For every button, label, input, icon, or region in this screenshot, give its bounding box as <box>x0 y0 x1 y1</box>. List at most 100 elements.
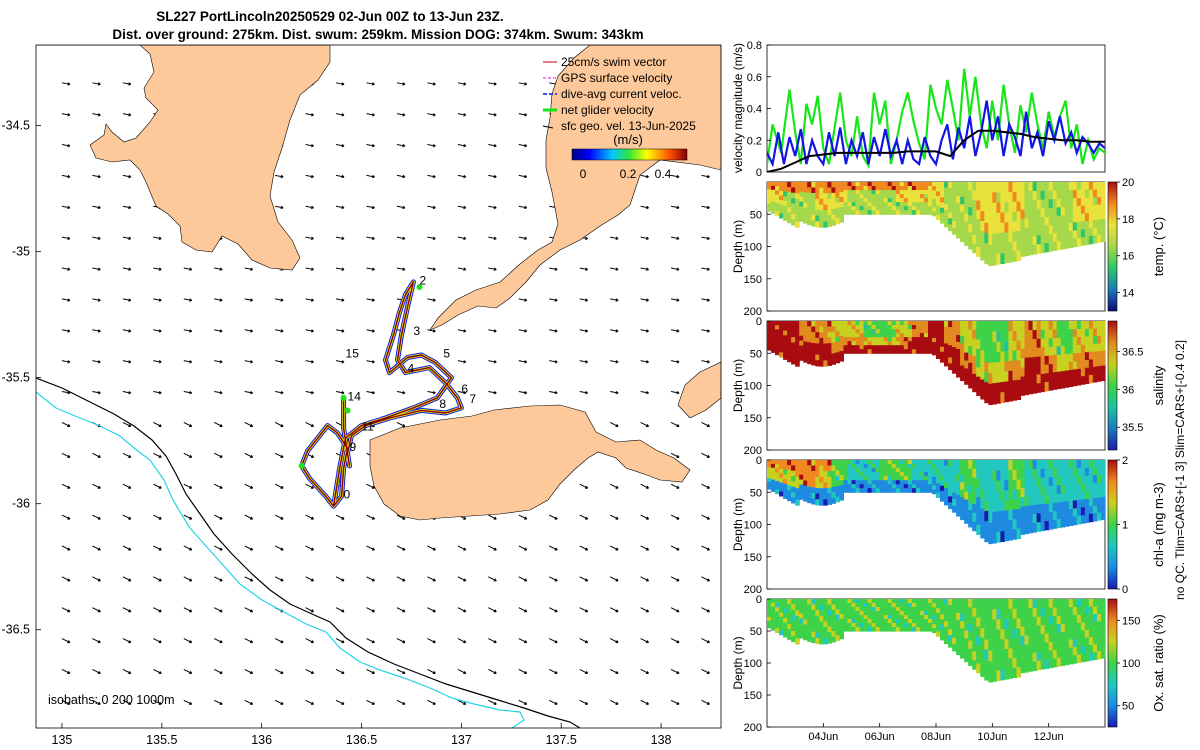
section-cell <box>879 615 885 620</box>
section-cell <box>779 603 784 609</box>
section-cell <box>871 603 877 608</box>
section-cell <box>980 637 985 648</box>
current-vector <box>427 82 436 86</box>
section-cell <box>815 187 820 194</box>
section-cell <box>976 321 981 331</box>
current-vector <box>274 421 284 428</box>
section-cell <box>988 512 993 524</box>
section-cell <box>795 182 800 189</box>
section-cell <box>944 182 949 189</box>
section-cell <box>1024 218 1030 229</box>
section-cell <box>863 198 869 203</box>
section-cell <box>779 348 784 354</box>
section-cell <box>1028 599 1034 609</box>
section-cell <box>915 186 921 191</box>
section-cell <box>923 198 929 203</box>
current-vector <box>92 82 101 86</box>
section-cell <box>791 620 796 627</box>
section-cell <box>1064 517 1070 527</box>
section-cell <box>1076 499 1082 509</box>
current-vector <box>244 483 254 489</box>
section-cell <box>811 343 816 350</box>
section-cell <box>775 325 780 330</box>
section-cell <box>1008 509 1013 521</box>
section-cell <box>1060 371 1066 381</box>
current-vector <box>183 699 193 705</box>
section-cell <box>807 192 812 199</box>
section-cell <box>787 634 792 640</box>
section-cell <box>859 476 865 481</box>
section-cell <box>1008 251 1013 263</box>
section-cell <box>819 610 824 617</box>
section-cell <box>915 615 921 620</box>
section-cell <box>1048 329 1054 339</box>
colorbar-tick-label: 14 <box>1122 288 1134 300</box>
section-cell <box>1084 506 1090 516</box>
section-cell <box>996 649 1001 661</box>
section-cell <box>972 477 977 487</box>
current-vector <box>92 391 101 395</box>
section-cell <box>879 202 885 207</box>
section-cell <box>1080 229 1086 238</box>
section-cell <box>823 615 828 622</box>
section-cell <box>944 193 949 200</box>
section-cell <box>1008 499 1013 511</box>
section-cell <box>847 464 853 469</box>
section-cell <box>1092 475 1098 484</box>
section-cell <box>1056 468 1062 478</box>
velocity-y-tick-label: 0.4 <box>747 104 762 116</box>
section-cell <box>940 465 945 471</box>
section-cell <box>1008 390 1013 402</box>
section-cell <box>867 210 873 215</box>
section-cell <box>940 331 945 337</box>
current-vector <box>579 576 589 582</box>
section-cell <box>1072 238 1078 248</box>
section-cell <box>799 469 804 476</box>
section-cell <box>1040 217 1046 227</box>
section-cell <box>811 204 816 211</box>
current-vector <box>488 514 497 520</box>
section-cell <box>936 210 941 216</box>
section-cell <box>827 615 832 622</box>
chart-subtitle: Dist. over ground: 275km. Dist. swum: 25… <box>112 27 643 42</box>
section-cell <box>907 619 913 624</box>
current-vector <box>183 514 193 520</box>
section-cell <box>859 627 865 632</box>
section-cell <box>1068 378 1074 387</box>
section-cell <box>980 657 985 668</box>
section-cell <box>948 351 953 358</box>
section-cell <box>992 660 997 672</box>
section-cell <box>843 345 849 350</box>
section-cell <box>956 619 961 628</box>
map-x-ticks: 135 135.5 136 136.5 137 137.5 138 <box>52 723 672 747</box>
section-cell <box>903 186 909 191</box>
section-cell <box>827 193 832 200</box>
current-vector <box>396 236 406 240</box>
section-cell <box>1056 380 1062 390</box>
section-cell <box>875 341 881 346</box>
section-cell <box>964 205 969 215</box>
section-cell <box>944 604 949 611</box>
section-cell <box>968 518 973 528</box>
section-cell <box>867 333 873 338</box>
section-cell <box>899 627 905 632</box>
section-cell <box>1004 649 1009 660</box>
section-cell <box>1040 625 1046 635</box>
section-cell <box>992 650 997 662</box>
section-cell <box>1008 628 1013 640</box>
section-cell <box>831 353 836 360</box>
section-cell <box>1016 509 1022 520</box>
section-cell <box>980 528 985 539</box>
section-cell <box>1008 231 1013 243</box>
section-cell <box>1004 351 1009 362</box>
section-cell <box>984 639 989 651</box>
section-cell <box>1036 486 1042 497</box>
section-cell <box>791 331 796 338</box>
section-cell <box>948 345 953 352</box>
section-cell <box>1052 329 1058 339</box>
section-cell <box>1016 240 1022 252</box>
section-cell <box>823 493 828 500</box>
section-cell <box>823 221 828 228</box>
section-cell <box>952 644 957 652</box>
section-cell <box>867 484 873 489</box>
